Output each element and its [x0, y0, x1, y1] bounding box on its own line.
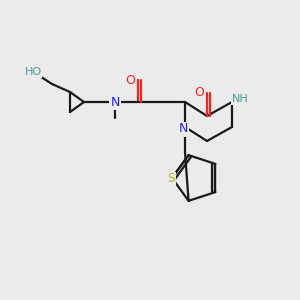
Text: N: N	[110, 95, 120, 109]
Text: O: O	[194, 85, 204, 98]
Text: O: O	[125, 74, 135, 88]
Text: HO: HO	[24, 67, 42, 77]
Text: S: S	[167, 172, 175, 185]
Text: N: N	[178, 122, 188, 136]
Text: NH: NH	[232, 94, 248, 104]
